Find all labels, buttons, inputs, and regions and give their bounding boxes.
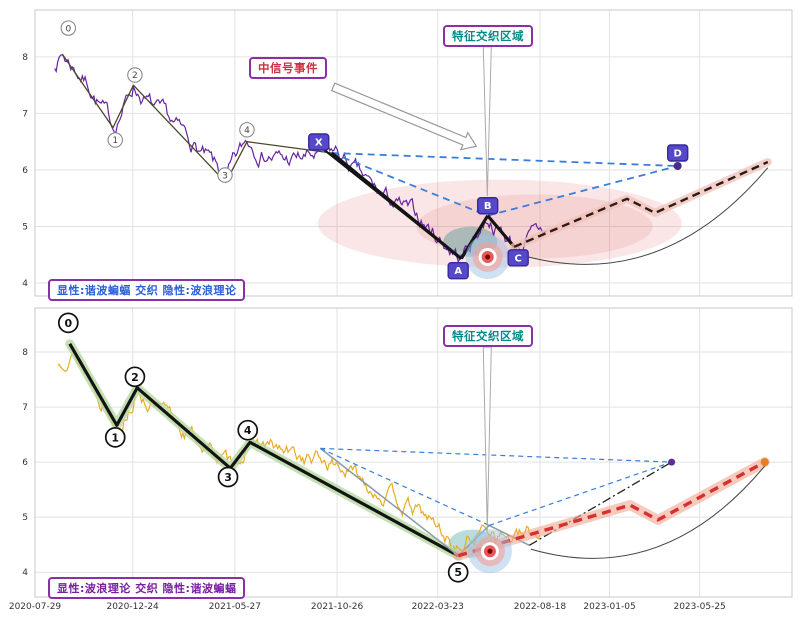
y-tick-label: 8 — [22, 53, 28, 63]
wave-marker-4 — [239, 122, 255, 138]
top-x-b-dashed — [331, 152, 489, 217]
harmonic-label-C — [507, 249, 529, 267]
bottom-wave-0-5 — [68, 343, 459, 558]
bottom-feature-zone-pointer — [482, 346, 492, 531]
svg-text:2: 2 — [131, 371, 139, 384]
svg-text:C: C — [515, 253, 522, 264]
svg-text:3: 3 — [222, 171, 228, 181]
svg-text:B: B — [484, 201, 492, 212]
top-b-d-dashed — [487, 165, 678, 217]
harmonic-label-A — [447, 261, 469, 280]
bottom-target-marker — [487, 548, 493, 554]
svg-text:0: 0 — [64, 317, 72, 330]
signal-event-arrow — [330, 82, 478, 151]
bottom-panel: 4 5 6 7 8 0 1 2 3 4 5 — [22, 307, 793, 598]
y-tick-label: 8 — [22, 348, 28, 358]
x-tick-label: 2022-03-23 — [412, 602, 464, 612]
y-tick-label: 6 — [22, 166, 28, 176]
bottom-x-a-gray — [319, 447, 459, 557]
wave-marker-0 — [57, 312, 79, 334]
top-feature-zone-pointer — [482, 46, 492, 196]
svg-text:1: 1 — [111, 431, 119, 444]
svg-text:0: 0 — [65, 24, 71, 34]
x-tick-label: 2021-05-27 — [209, 602, 261, 612]
top-connector-arc — [520, 167, 769, 265]
y-tick-label: 5 — [22, 222, 28, 232]
svg-text:1: 1 — [112, 136, 118, 146]
x-tick-label: 2022-08-18 — [514, 602, 567, 612]
top-x-d-dashed — [331, 152, 678, 167]
bottom-b-c-gray — [488, 524, 530, 546]
wave-marker-4 — [237, 419, 259, 441]
svg-text:A: A — [454, 266, 462, 277]
wave-marker-1 — [104, 427, 126, 448]
feature-zone-label-bottom: 特征交织区域 — [443, 325, 533, 347]
top-a-b-leg — [459, 214, 490, 260]
feature-zone-label-top: 特征交织区域 — [443, 25, 533, 47]
shaded-region — [317, 179, 682, 268]
wave-marker-1 — [107, 132, 123, 148]
top-c-d-projection — [513, 160, 769, 248]
y-tick-label: 7 — [22, 109, 28, 119]
top-price-line — [54, 54, 547, 264]
top-panel: 4 5 6 7 8 0 1 2 3 4 X A B C D — [22, 9, 793, 297]
top-b-c-leg — [486, 214, 516, 248]
svg-text:4: 4 — [244, 126, 250, 136]
x-tick-label: 2023-05-25 — [673, 602, 725, 612]
bottom-c-d-dashdot — [528, 461, 672, 546]
x-tick-label: 2020-07-29 — [9, 602, 62, 612]
x-tick-label: 2023-01-05 — [583, 602, 635, 612]
harmonic-label-B — [476, 197, 499, 215]
svg-text:D: D — [674, 149, 682, 160]
wave-marker-0 — [60, 20, 77, 36]
wave-marker-2 — [124, 366, 146, 388]
svg-text:3: 3 — [224, 471, 232, 484]
harmonic-label-D — [666, 144, 689, 162]
y-tick-label: 4 — [22, 279, 28, 289]
wave-marker-3 — [217, 466, 239, 488]
y-tick-label: 6 — [22, 458, 28, 468]
svg-text:4: 4 — [244, 424, 252, 437]
bottom-wave5-projection — [457, 460, 766, 558]
wave-marker-2 — [127, 67, 143, 83]
x-tick-label: 2021-10-26 — [311, 602, 364, 612]
bottom-point-dot — [760, 458, 769, 467]
bottom-x-b-dashed — [320, 447, 490, 526]
svg-text:5: 5 — [454, 566, 462, 579]
signal-event-label: 中信号事件 — [249, 57, 327, 79]
y-tick-label: 5 — [22, 513, 28, 523]
top-target-marker — [485, 254, 491, 260]
svg-text:X: X — [315, 138, 323, 149]
wave-marker-3 — [217, 167, 233, 183]
bottom-x-d-dashed — [320, 447, 672, 463]
bottom-panel-legend: 显性:波浪理论 交织 隐性:谐波蝙蝠 — [48, 577, 246, 599]
y-tick-label: 7 — [22, 403, 28, 413]
top-x-a-leg2 — [318, 145, 462, 260]
wave-marker-5 — [447, 561, 469, 583]
bottom-point-dot — [668, 458, 676, 466]
top-point-dot — [673, 162, 682, 170]
top-panel-legend: 显性:谐波蝙蝠 交织 隐性:波浪理论 — [48, 279, 246, 301]
svg-text:2: 2 — [132, 71, 138, 81]
y-tick-label: 4 — [22, 568, 28, 578]
harmonic-label-X — [308, 133, 330, 151]
bottom-connector-arc — [530, 465, 766, 559]
x-tick-label: 2020-12-24 — [106, 602, 159, 612]
